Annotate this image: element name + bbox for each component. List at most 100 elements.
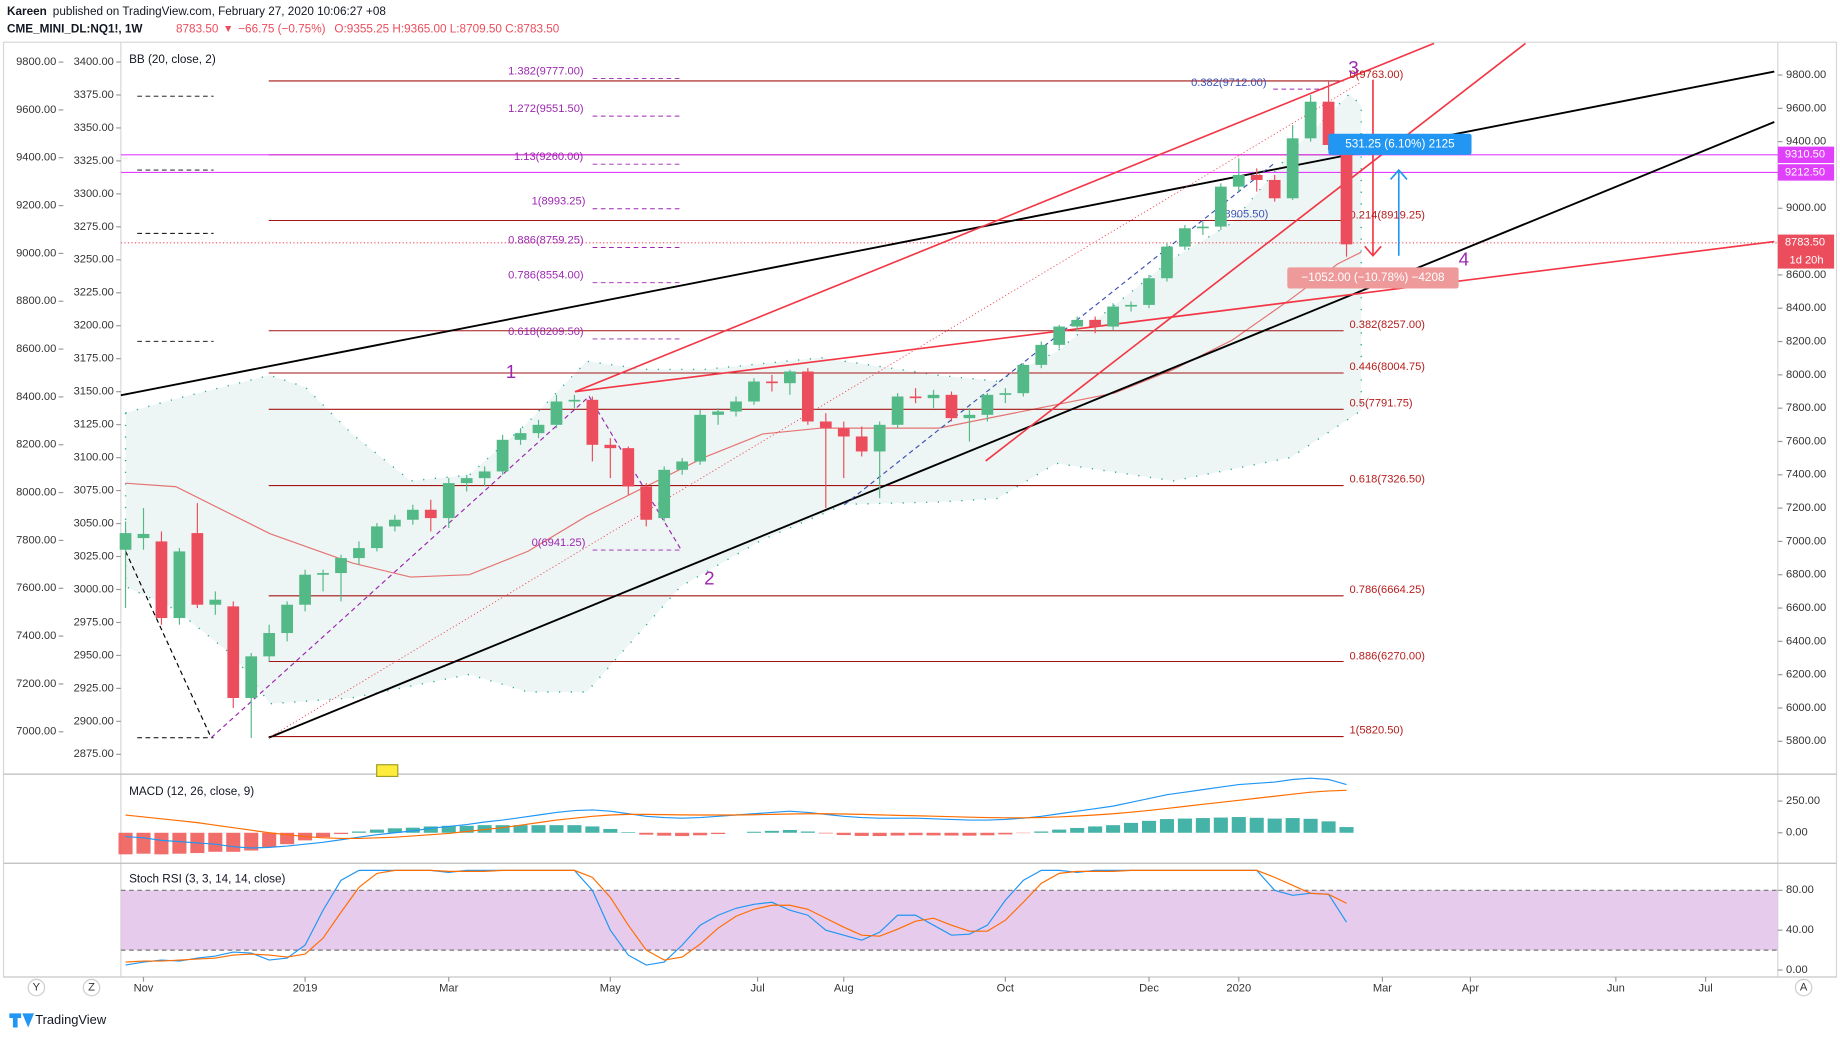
- candle-body: [532, 424, 545, 434]
- histogram-bar: [908, 832, 923, 836]
- button[interactable]: [27, 978, 46, 997]
- y-tick-label: 7200.00: [16, 678, 56, 690]
- histogram-bar: [513, 825, 528, 833]
- y-tick-label: 3050.00: [74, 517, 114, 529]
- x-tick-label: Mar: [439, 983, 458, 995]
- histogram-bar: [405, 827, 420, 833]
- button-label[interactable]: A: [1800, 982, 1808, 994]
- y-tick-label: 2950.00: [74, 649, 114, 661]
- candle-body: [963, 414, 976, 419]
- fib-label: 0.886(6270.00): [1349, 651, 1425, 663]
- histogram-bar: [1106, 825, 1121, 833]
- y-tick-label: 7800.00: [1786, 402, 1826, 414]
- fib-label: 1(8993.25): [532, 196, 586, 208]
- candle-body: [460, 478, 473, 484]
- histogram-bar: [280, 832, 295, 845]
- y-tick-label: 7200.00: [1786, 502, 1826, 514]
- histogram-bar: [1052, 829, 1067, 833]
- fib-label: 0.214(8919.25): [1349, 210, 1425, 222]
- y-tick-label: 9200.00: [16, 200, 56, 212]
- x-tick-label: Nov: [134, 983, 154, 995]
- bollinger-band: [124, 92, 1362, 705]
- candle-body: [1143, 278, 1155, 305]
- fib-label: 0.382(8257.00): [1349, 319, 1425, 331]
- button-label[interactable]: Z: [88, 982, 95, 994]
- button[interactable]: [1794, 978, 1813, 997]
- candle-body: [1232, 174, 1245, 187]
- y-tick-label: 8000.00: [1786, 369, 1826, 381]
- fib-label: 0(9763.00): [1349, 69, 1403, 81]
- histogram-bar: [495, 825, 510, 833]
- y-tick-label: 3325.00: [74, 155, 114, 167]
- candle-body: [784, 371, 796, 384]
- histogram-bar: [836, 832, 851, 836]
- author: Kareen: [7, 5, 47, 18]
- ohlc: O:9355.25 H:9365.00 L:8709.50 C:8783.50: [334, 22, 559, 35]
- candle-body: [245, 656, 258, 698]
- candle-body: [1071, 319, 1084, 327]
- histogram-bar: [1303, 818, 1318, 833]
- y-tick-label: 8800.00: [16, 295, 56, 307]
- fib-label: 0.446(8004.75): [1349, 361, 1425, 373]
- candle-body: [550, 401, 563, 425]
- histogram-bar: [746, 831, 762, 833]
- y-tick-label: 3375.00: [74, 89, 114, 101]
- histogram-bar: [369, 829, 384, 833]
- last-price: 8783.50: [176, 22, 219, 35]
- histogram-bar: [423, 826, 438, 833]
- published: published on TradingView.com, February 2…: [53, 5, 387, 18]
- candle-body: [927, 394, 940, 399]
- brand: TradingView: [35, 1012, 107, 1027]
- price-tag-label: 8783.50: [1785, 237, 1825, 249]
- y-tick-label: 9800.00: [16, 56, 56, 68]
- histogram-bar: [226, 832, 241, 852]
- left-dashes: [137, 95, 214, 739]
- marks: 5800.00 6000.00 6200.00 6400.00 6600.00 6800.…: [16, 56, 1826, 995]
- candle-body: [1197, 226, 1209, 229]
- y-tick-label: 250.00: [1786, 795, 1820, 807]
- candle-body: [891, 396, 904, 425]
- y-tick-label: 8600.00: [16, 343, 56, 355]
- button-label[interactable]: Y: [33, 982, 41, 994]
- price-tag: [1777, 164, 1835, 181]
- y-tick-label: 8400.00: [16, 391, 56, 403]
- fib-label: 1.13(9260.00): [514, 151, 584, 163]
- histogram-bar: [872, 832, 887, 837]
- x-tick-label: Apr: [1462, 983, 1480, 995]
- histogram-bar: [926, 832, 941, 836]
- candle-body: [137, 533, 150, 539]
- histogram-bar: [962, 832, 977, 836]
- histogram-bar: [944, 832, 959, 836]
- candle-body: [1304, 101, 1317, 139]
- histogram-bar: [441, 825, 456, 833]
- candle-body: [1053, 326, 1066, 345]
- y-tick-label: 5800.00: [1786, 735, 1826, 747]
- candle-body: [424, 509, 437, 519]
- candle-body: [676, 461, 689, 470]
- signal-line: [125, 789, 1347, 840]
- candle-body: [119, 533, 132, 550]
- histogram-bar: [459, 825, 474, 833]
- histogram-bar: [1249, 817, 1264, 833]
- candle-body: [712, 411, 724, 415]
- histogram-bar: [1285, 818, 1300, 833]
- histogram-bar: [764, 830, 779, 833]
- candle-body: [1340, 149, 1353, 245]
- y-tick-label: 6000.00: [1786, 702, 1826, 714]
- fib-label: 0(6941.25): [532, 537, 586, 549]
- candle-body: [478, 471, 491, 479]
- y-tick-label: 0.00: [1786, 827, 1808, 839]
- candle-body: [748, 381, 760, 402]
- histogram-bar: [1124, 822, 1139, 833]
- measure-box: [1287, 267, 1459, 289]
- candle-body: [658, 469, 671, 519]
- y-tick-label: 9800.00: [1786, 69, 1826, 81]
- candle-body: [622, 448, 635, 487]
- y-tick-label: 3225.00: [74, 287, 114, 299]
- wave-label: 4: [1459, 248, 1469, 269]
- histogram-bar: [998, 832, 1013, 835]
- histogram-bar: [351, 831, 366, 833]
- button[interactable]: [82, 978, 101, 997]
- measure-label: 531.25 (6.10%) 2125: [1345, 137, 1455, 150]
- y-tick-label: 3000.00: [74, 583, 114, 595]
